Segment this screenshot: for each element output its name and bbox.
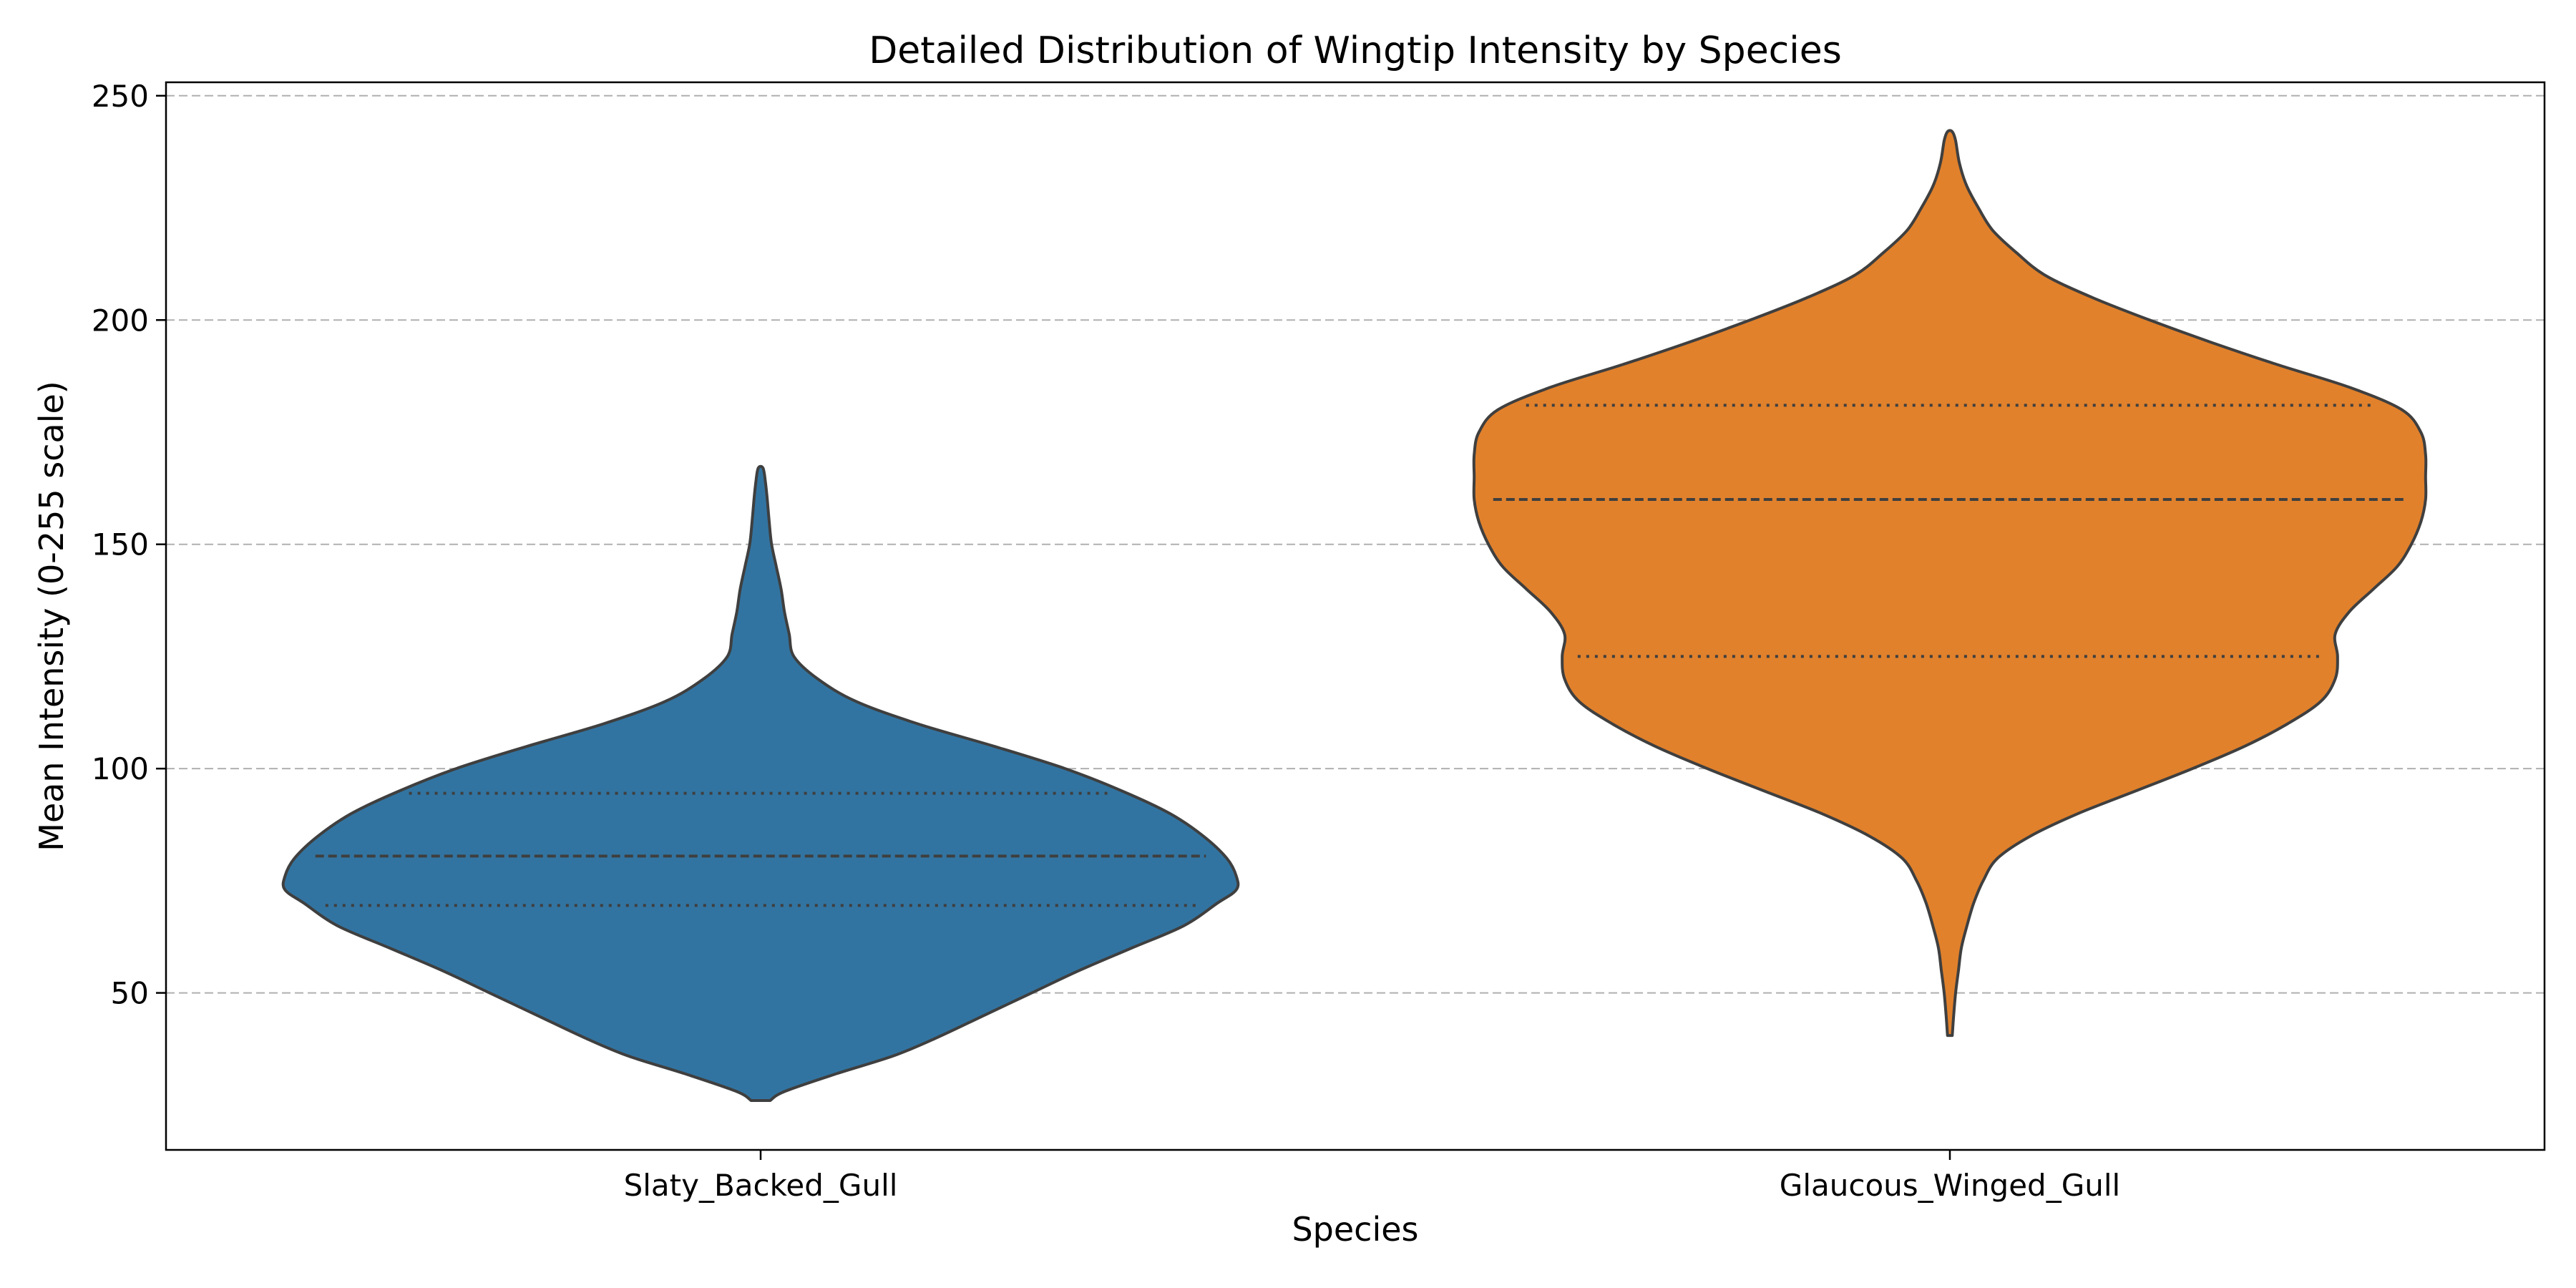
violin-body xyxy=(1472,129,2428,1038)
violins xyxy=(281,129,2428,1102)
x-tick-label: Slaty_Backed_Gull xyxy=(624,1168,898,1203)
y-tick-label: 200 xyxy=(92,303,149,338)
y-tick-label: 50 xyxy=(111,976,149,1011)
x-tick-label: Glaucous_Winged_Gull xyxy=(1780,1168,2120,1203)
y-axis: 50 100 150 200 250 xyxy=(92,79,166,1011)
y-axis-label: Mean Intensity (0-255 scale) xyxy=(32,381,71,852)
plot-frame xyxy=(165,81,2546,1151)
violin-body xyxy=(281,464,1240,1102)
y-tick-label: 150 xyxy=(92,527,149,562)
y-gridlines xyxy=(166,94,2545,994)
x-axis-label: Species xyxy=(1292,1210,1418,1249)
y-tick-label: 100 xyxy=(92,751,149,786)
y-tick-label: 250 xyxy=(92,79,149,114)
x-axis: Slaty_Backed_Gull Glaucous_Winged_Gull xyxy=(624,1150,2120,1203)
chart-title: Detailed Distribution of Wingtip Intensi… xyxy=(869,29,1842,72)
